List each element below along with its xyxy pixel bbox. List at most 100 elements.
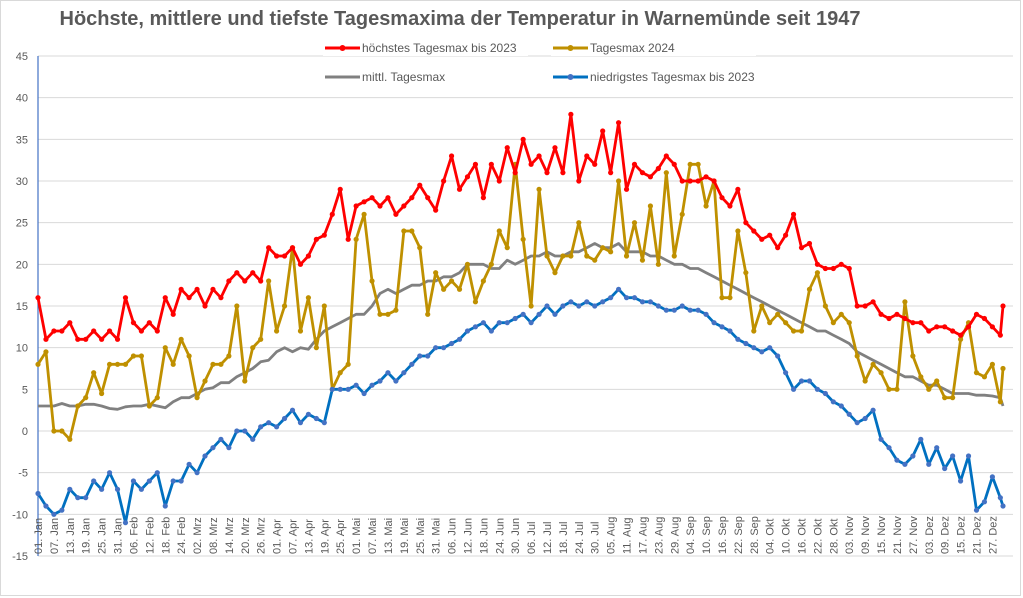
- data-point: [194, 286, 200, 292]
- data-point: [321, 303, 327, 309]
- data-point: [210, 286, 216, 292]
- data-point: [965, 324, 972, 330]
- data-point: [202, 378, 208, 384]
- chart-title: Höchste, mittlere und tiefste Tagesmaxim…: [59, 8, 861, 30]
- legend-bg: [323, 38, 528, 56]
- data-point: [997, 332, 1003, 338]
- data-point: [433, 345, 439, 351]
- data-point: [162, 503, 168, 509]
- data-point: [425, 195, 431, 201]
- data-point: [568, 299, 574, 305]
- data-point: [552, 145, 558, 151]
- data-point: [472, 324, 479, 330]
- data-point: [687, 161, 693, 167]
- data-point: [600, 299, 606, 305]
- data-point: [345, 236, 351, 242]
- data-point: [528, 303, 534, 309]
- data-point: [838, 403, 844, 409]
- data-point: [305, 253, 312, 259]
- data-point: [631, 161, 638, 167]
- data-point: [409, 195, 415, 201]
- x-tick-label: 29. Aug: [669, 517, 681, 554]
- data-point: [639, 257, 646, 263]
- x-tick-label: 18. Jul: [558, 522, 570, 554]
- data-point: [51, 511, 57, 517]
- data-point: [35, 295, 41, 301]
- data-point: [957, 332, 964, 338]
- data-point: [385, 195, 391, 201]
- data-point: [902, 315, 908, 322]
- data-point: [35, 490, 41, 497]
- x-tick-label: 20. Mrz: [240, 517, 252, 554]
- data-point: [830, 320, 836, 326]
- data-point: [377, 311, 383, 317]
- y-tick-label: 45: [16, 51, 28, 63]
- data-point: [178, 478, 184, 484]
- data-point: [806, 286, 813, 292]
- data-point: [862, 415, 868, 422]
- data-point: [273, 424, 280, 430]
- data-point: [218, 295, 224, 301]
- data-point: [226, 353, 232, 359]
- data-point: [242, 428, 248, 434]
- data-point: [695, 178, 701, 184]
- data-point: [106, 361, 113, 367]
- data-point: [910, 320, 916, 326]
- data-point: [528, 161, 534, 167]
- data-point: [488, 328, 494, 334]
- x-tick-label: 30. Jul: [590, 522, 602, 554]
- data-point: [735, 228, 741, 234]
- data-point: [822, 303, 828, 309]
- data-point: [106, 470, 113, 476]
- data-point: [560, 170, 566, 176]
- legend-marker-icon: [339, 45, 346, 51]
- data-point: [894, 457, 900, 463]
- data-point: [934, 378, 940, 384]
- y-tick-label: 25: [16, 218, 28, 230]
- x-tick-label: 25. Apr: [335, 519, 347, 554]
- data-point: [210, 445, 216, 451]
- data-point: [417, 182, 423, 188]
- data-point: [51, 328, 57, 334]
- data-point: [258, 336, 264, 342]
- data-point: [345, 386, 351, 392]
- data-point: [584, 153, 590, 159]
- data-point: [814, 270, 821, 276]
- data-point: [568, 111, 574, 117]
- data-point: [456, 286, 463, 292]
- data-point: [608, 249, 614, 255]
- x-tick-label: 27. Dez: [987, 516, 999, 554]
- data-point: [496, 320, 502, 326]
- data-point: [329, 211, 335, 217]
- data-point: [894, 311, 900, 317]
- data-point: [377, 203, 383, 209]
- x-tick-label: 26. Mrz: [256, 517, 268, 554]
- data-point: [751, 228, 757, 234]
- y-tick-label: 35: [16, 134, 28, 146]
- data-point: [942, 465, 948, 472]
- data-point: [321, 232, 327, 238]
- x-tick-label: 24. Feb: [176, 517, 188, 554]
- data-point: [918, 320, 924, 326]
- data-point: [472, 299, 479, 305]
- data-point: [504, 245, 510, 251]
- data-point: [576, 220, 582, 226]
- data-point: [273, 253, 280, 259]
- data-point: [512, 170, 518, 176]
- x-tick-label: 25. Jan: [97, 518, 109, 554]
- data-point: [337, 370, 343, 376]
- data-point: [59, 328, 65, 334]
- data-point: [918, 436, 924, 442]
- data-point: [83, 395, 89, 401]
- data-point: [337, 186, 343, 192]
- data-point: [942, 395, 948, 401]
- x-tick-label: 12. Jul: [542, 522, 554, 554]
- data-point: [783, 320, 789, 326]
- data-point: [950, 328, 956, 334]
- data-point: [242, 278, 248, 284]
- data-point: [99, 486, 105, 492]
- data-point: [401, 370, 407, 376]
- data-point: [576, 303, 582, 309]
- data-point: [552, 270, 558, 276]
- data-point: [568, 253, 574, 259]
